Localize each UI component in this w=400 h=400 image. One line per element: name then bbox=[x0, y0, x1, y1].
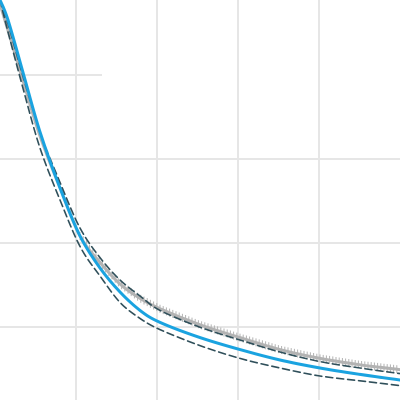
series-line-observed bbox=[0, 2, 400, 372]
series-layer bbox=[0, 0, 400, 387]
series-line-fitted bbox=[0, 0, 400, 382]
series-line-lower-bound bbox=[0, 0, 400, 387]
